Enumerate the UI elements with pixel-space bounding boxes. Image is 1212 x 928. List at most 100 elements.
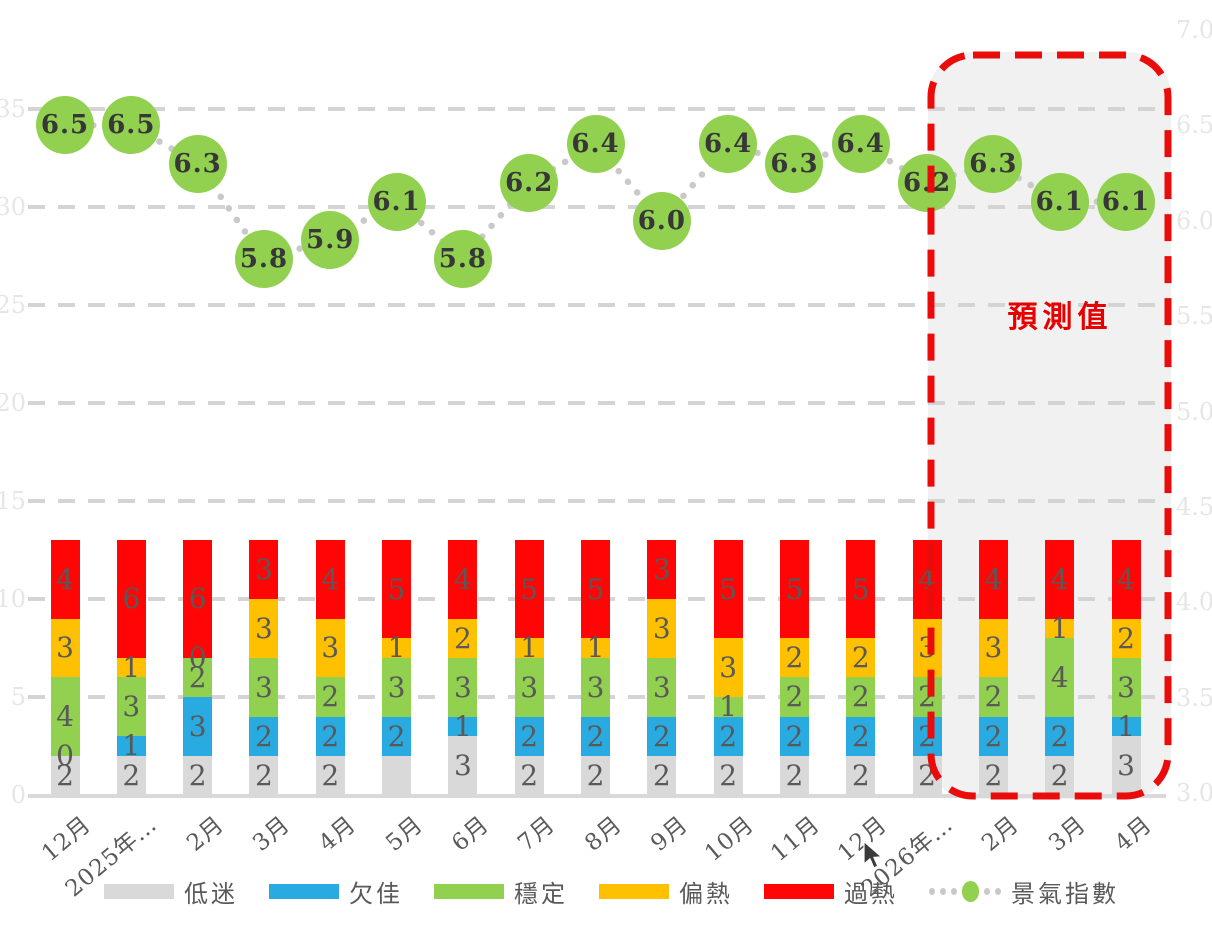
bar-segment <box>249 755 279 795</box>
bar-segment <box>514 657 544 717</box>
right-axis-tick: 4.5 <box>1176 492 1212 521</box>
legend-dot-icon <box>984 888 991 895</box>
bar-segment-label: 2 <box>851 719 870 753</box>
index-point: 6.1 <box>1030 172 1089 231</box>
gridline <box>28 303 1168 307</box>
bar-segment <box>448 540 478 619</box>
bar-segment <box>912 540 942 619</box>
bar-segment-label: 2 <box>56 758 74 792</box>
bar-segment <box>50 755 80 795</box>
bar-segment <box>846 716 876 756</box>
bar-segment-label: 2 <box>851 758 870 792</box>
left-axis-tick: 5 <box>10 683 26 711</box>
index-point: 6.2 <box>500 153 559 212</box>
chart-legend: 低迷 欠佳 穩定 偏熱 過熱 景氣指數 <box>104 874 1174 909</box>
bar-segment <box>1111 540 1141 619</box>
bar-segment-label: 2 <box>255 719 273 753</box>
bar-segment <box>1045 755 1075 795</box>
index-point: 6.5 <box>36 96 94 155</box>
bar-segment <box>382 755 412 795</box>
bar-segment-label: 2 <box>652 719 671 753</box>
left-axis-tick: 15 <box>0 487 26 515</box>
left-axis-tick: 20 <box>0 389 26 417</box>
right-axis-tick: 6.5 <box>1176 111 1212 140</box>
bar-segment <box>249 716 279 756</box>
bar-segment-label: 5 <box>520 572 539 606</box>
bar-segment-label: 2 <box>255 758 273 792</box>
bar-segment <box>978 540 1008 619</box>
legend-item: 過熱 <box>764 874 898 909</box>
bar-segment <box>581 540 610 639</box>
bar-segment <box>779 638 809 678</box>
bar-segment <box>315 716 345 756</box>
bar-segment <box>315 540 345 619</box>
bar-segment-label: 2 <box>851 641 870 675</box>
right-axis-tick: 6.0 <box>1176 206 1212 235</box>
bar-segment-label: 6 <box>188 582 207 616</box>
bar-segment-label: 2 <box>188 660 207 694</box>
bar-segment <box>713 540 743 639</box>
bar-segment-label: 2 <box>321 758 340 792</box>
legend-swatch-icon <box>104 884 174 899</box>
bar-segment-label: 3 <box>453 670 472 704</box>
bar-segment-label: 2 <box>984 758 1003 792</box>
bar-segment-label: 4 <box>321 562 340 596</box>
index-point: 5.9 <box>301 210 360 269</box>
legend-item: 欠佳 <box>269 874 403 909</box>
bar-segment <box>183 697 213 756</box>
bar-segment <box>779 755 809 795</box>
bar-segment <box>249 657 279 717</box>
legend-swatch-icon <box>599 884 669 899</box>
bar-segment-label: 2 <box>321 680 340 714</box>
bar-segment-label: 2 <box>122 758 141 792</box>
legend-dotted-line-icon <box>929 881 1001 902</box>
gridline <box>28 107 1168 111</box>
legend-label: 低迷 <box>184 880 238 908</box>
bar-segment-label: 3 <box>122 690 141 724</box>
legend-dot-icon <box>929 888 935 895</box>
bar-segment-label: 4 <box>453 562 472 596</box>
legend-label: 偏熱 <box>679 880 733 908</box>
bar-segment <box>448 657 478 717</box>
bar-segment <box>1045 716 1075 756</box>
left-axis-tick: 30 <box>0 193 26 221</box>
bar-segment-label: 2 <box>851 680 870 714</box>
bar-segment-label: 3 <box>188 709 207 743</box>
bar-segment-label: 2 <box>188 758 207 792</box>
bar-segment <box>978 716 1008 756</box>
bar-segment-label: 1 <box>453 709 472 743</box>
bar-segment-label: 2 <box>453 621 472 655</box>
left-axis-tick: 10 <box>0 585 26 613</box>
bar-segment <box>249 540 279 599</box>
bar-segment-label: 1 <box>719 690 738 724</box>
bar-segment-label: 5 <box>851 572 870 606</box>
right-axis-tick: 5.5 <box>1176 302 1212 331</box>
bar-segment <box>514 755 544 795</box>
bar-segment-label: 3 <box>453 749 472 783</box>
bar-segment-label: 1 <box>1117 709 1135 743</box>
left-axis-tick: 0 <box>10 781 26 809</box>
bar-segment <box>116 540 146 658</box>
legend-swatch-icon <box>764 884 834 899</box>
bar-segment <box>514 716 544 756</box>
bar-segment <box>978 755 1008 795</box>
bar-segment-label: 1 <box>586 631 605 665</box>
bar-segment-label: 2 <box>785 680 804 714</box>
bar-segment-label: 2 <box>387 719 406 753</box>
bar-segment <box>50 618 80 678</box>
bar-segment-label: 1 <box>122 729 141 763</box>
bar-segment-label: 1 <box>122 651 141 685</box>
bar-segment <box>1111 716 1141 737</box>
bar-segment <box>912 716 942 756</box>
bar-segment-label: 2 <box>1117 621 1135 655</box>
bar-segment <box>581 716 610 756</box>
legend-item: 低迷 <box>104 874 238 909</box>
index-point: 5.8 <box>433 229 492 288</box>
bar-segment <box>1045 618 1075 639</box>
bar-segment-label: 3 <box>1117 670 1135 704</box>
bar-segment-label: 4 <box>56 562 74 596</box>
legend-label: 景氣指數 <box>1011 880 1119 908</box>
right-axis-tick: 3.5 <box>1176 683 1212 712</box>
right-axis-tick: 7.0 <box>1176 16 1212 44</box>
